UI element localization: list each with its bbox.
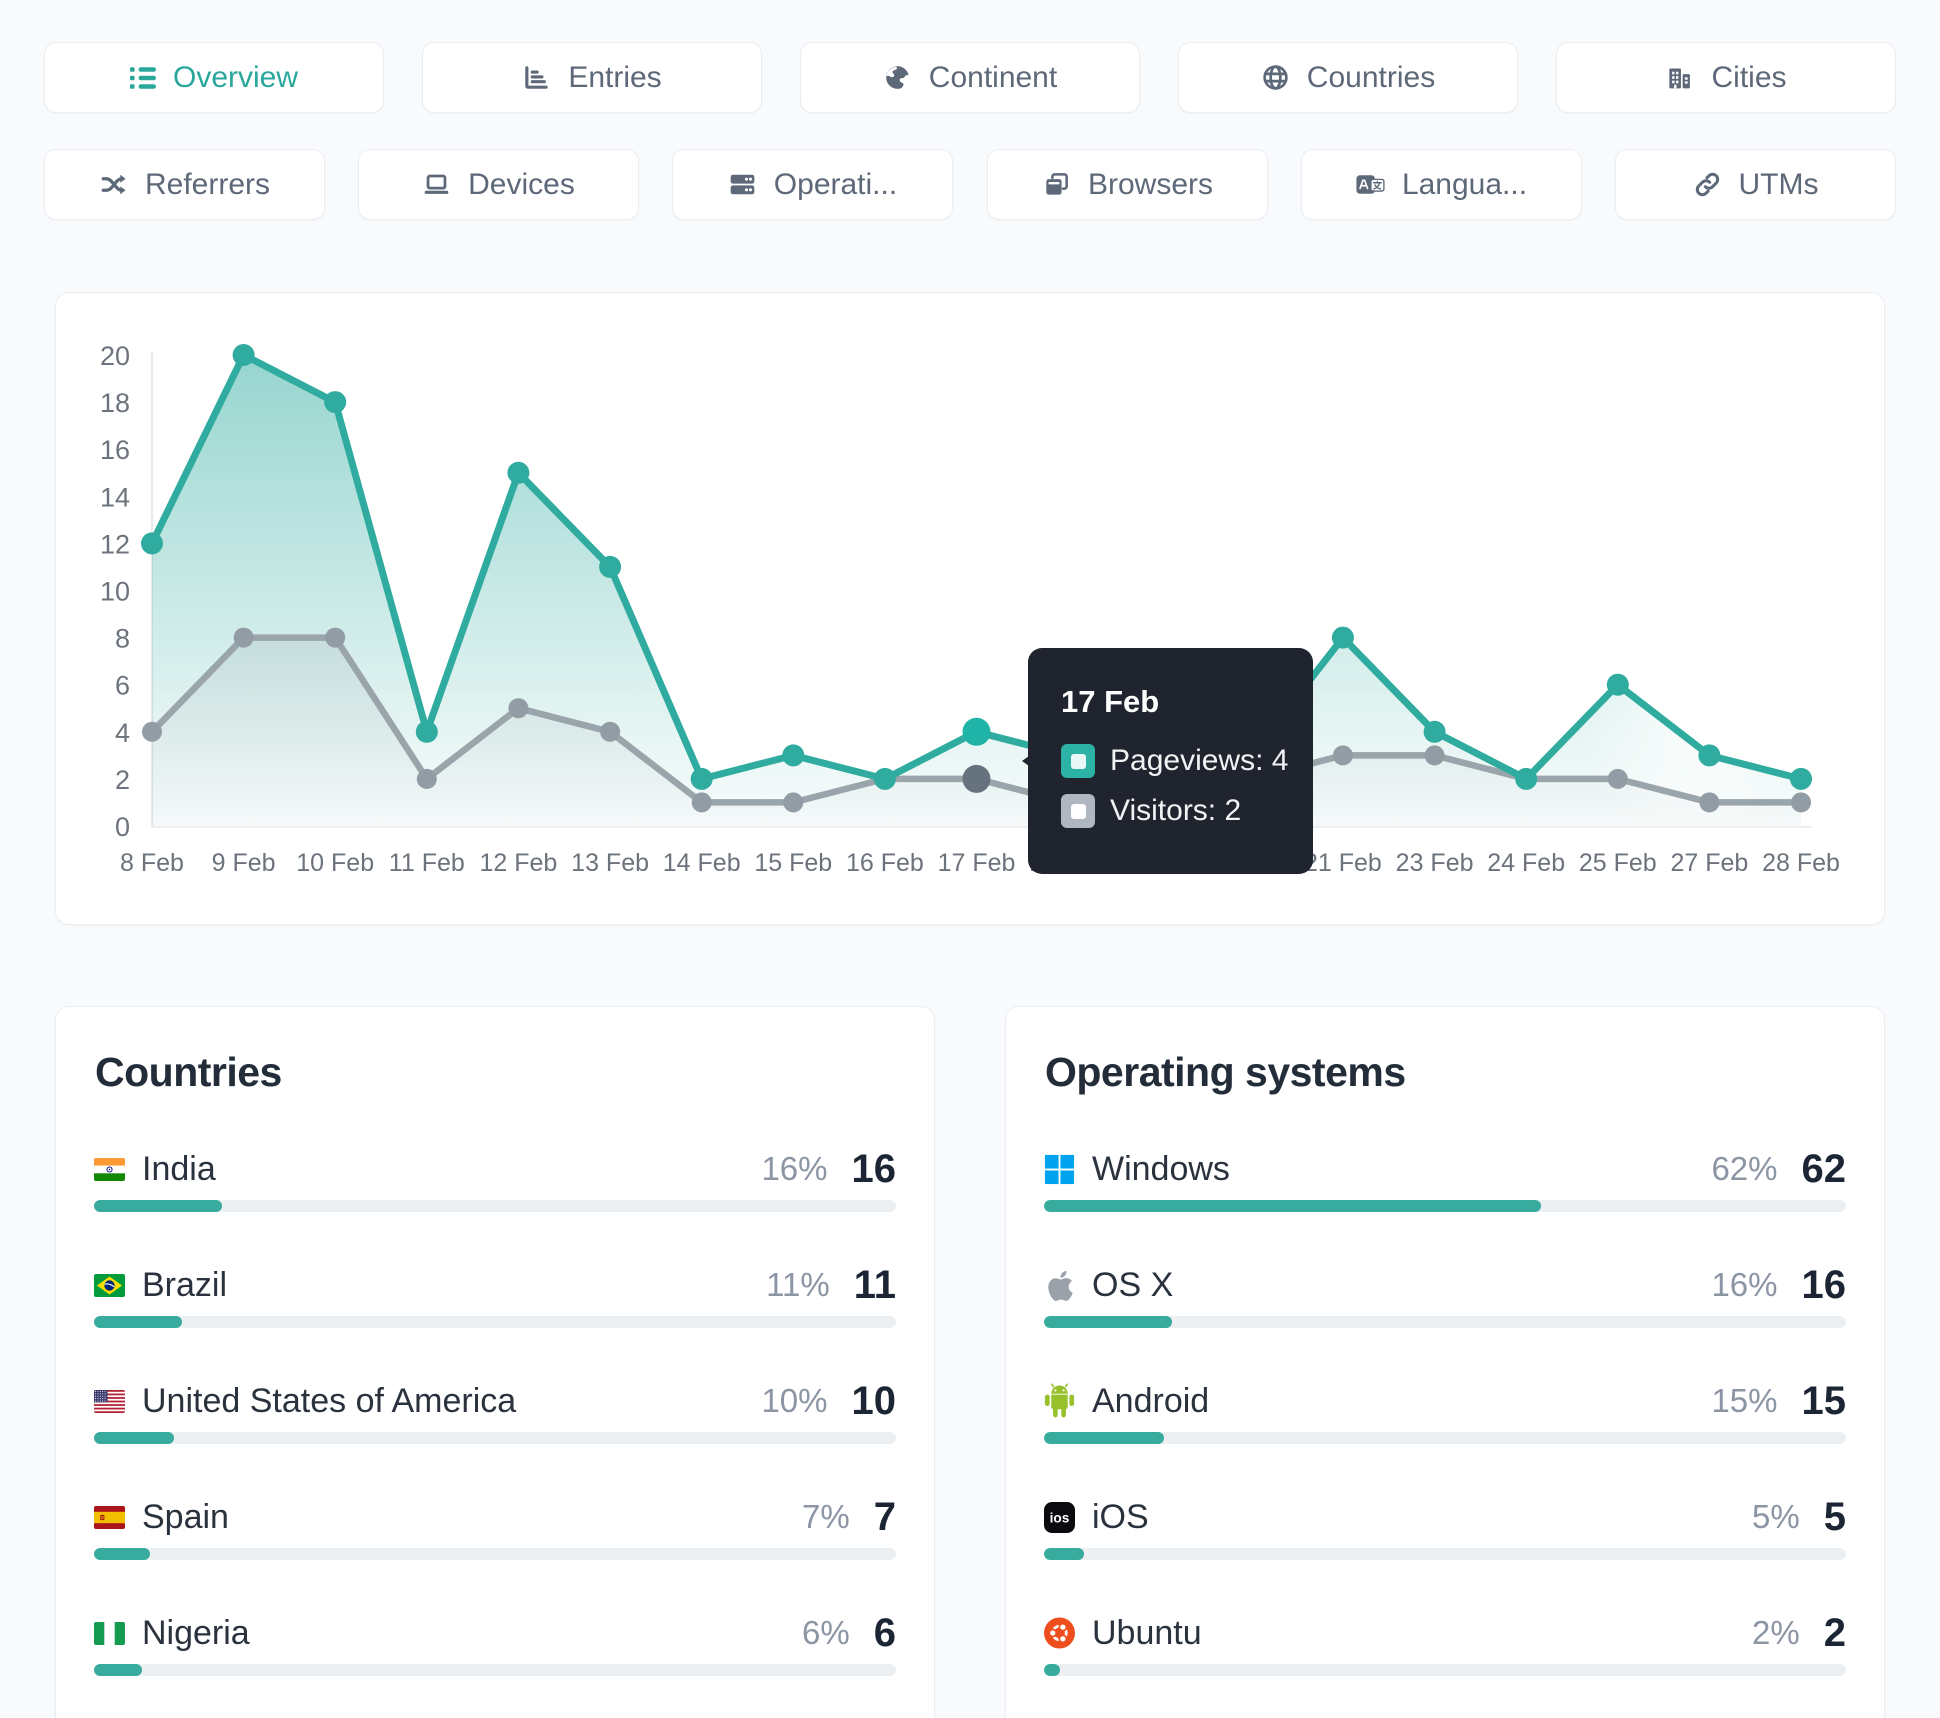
svg-text:28 Feb: 28 Feb	[1762, 849, 1840, 877]
svg-text:10 Feb: 10 Feb	[296, 849, 374, 877]
svg-text:6: 6	[115, 671, 130, 701]
svg-text:16 Feb: 16 Feb	[846, 849, 924, 877]
svg-text:13 Feb: 13 Feb	[571, 849, 649, 877]
svg-text:8: 8	[115, 624, 130, 654]
svg-text:23 Feb: 23 Feb	[1396, 849, 1474, 877]
svg-text:16: 16	[100, 435, 130, 465]
svg-text:11 Feb: 11 Feb	[389, 849, 465, 877]
svg-text:15 Feb: 15 Feb	[754, 849, 832, 877]
svg-text:14: 14	[100, 482, 130, 512]
svg-text:25 Feb: 25 Feb	[1579, 849, 1657, 877]
svg-text:9 Feb: 9 Feb	[212, 849, 276, 877]
svg-text:0: 0	[115, 812, 130, 842]
svg-text:2: 2	[115, 765, 130, 795]
svg-text:ios: ios	[1050, 1510, 1070, 1525]
svg-text:24 Feb: 24 Feb	[1487, 849, 1565, 877]
svg-text:12 Feb: 12 Feb	[479, 849, 557, 877]
svg-text:10: 10	[100, 577, 130, 607]
svg-text:14 Feb: 14 Feb	[663, 849, 741, 877]
svg-text:12: 12	[100, 529, 130, 559]
svg-text:4: 4	[115, 718, 130, 748]
svg-text:8 Feb: 8 Feb	[120, 849, 184, 877]
svg-text:20: 20	[100, 341, 130, 371]
svg-text:18: 18	[100, 388, 130, 418]
svg-text:21 Feb: 21 Feb	[1304, 849, 1382, 877]
svg-text:27 Feb: 27 Feb	[1670, 849, 1748, 877]
svg-text:17 Feb: 17 Feb	[938, 849, 1016, 877]
